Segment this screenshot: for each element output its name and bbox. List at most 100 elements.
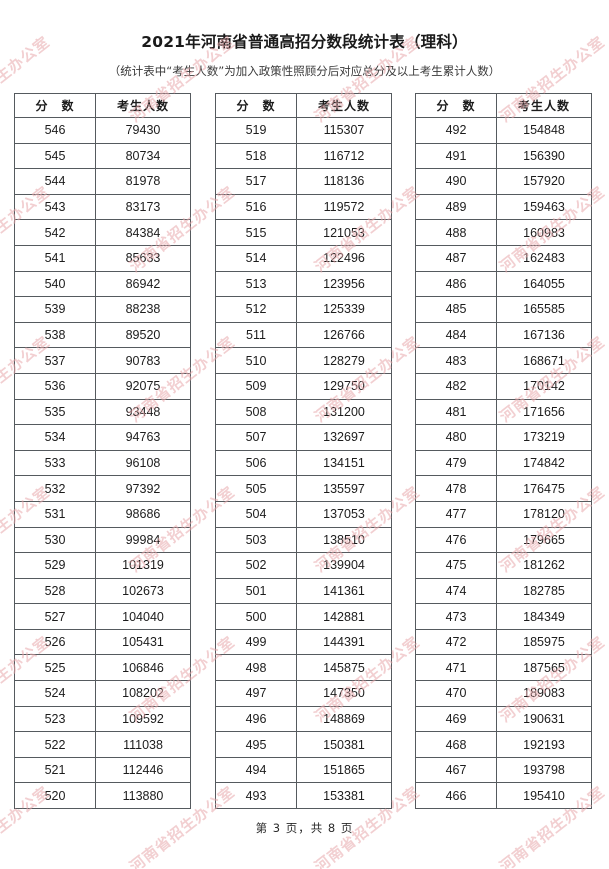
table-row: 546 79430 [14,117,191,144]
cell-count: 137053 [296,500,392,528]
table-row: 497 147350 [215,680,392,707]
cell-score: 492 [415,117,497,144]
cell-count: 160983 [496,219,592,246]
cell-score: 501 [215,577,297,605]
cell-score: 543 [14,193,96,221]
table-row: 482 170142 [415,372,592,400]
cell-score: 509 [215,372,297,400]
table-row: 473 184349 [415,603,592,630]
cell-count: 135597 [296,475,392,502]
table-row: 492 154848 [415,117,592,144]
cell-score: 495 [215,731,297,758]
table-row: 525 106846 [14,654,191,682]
table-row: 485 165585 [415,296,592,323]
cell-count: 108202 [95,680,191,707]
table-row: 474 182785 [415,577,592,605]
cell-count: 129750 [296,372,392,400]
cell-count: 147350 [296,680,392,707]
cell-score: 522 [14,731,96,758]
cell-score: 471 [415,654,497,682]
table-row: 494 151865 [215,756,392,784]
table-row: 500 142881 [215,603,392,630]
cell-count: 109592 [95,705,191,733]
table-row: 515 121053 [215,219,392,246]
cell-count: 138510 [296,526,392,554]
cell-score: 529 [14,552,96,579]
table-row: 531 98686 [14,500,191,528]
table-row: 539 88238 [14,296,191,323]
cell-count: 90783 [95,347,191,374]
cell-count: 113880 [95,782,191,810]
cell-count: 151865 [296,756,392,784]
table-row: 543 83173 [14,193,191,221]
cell-count: 121053 [296,219,392,246]
cell-count: 102673 [95,577,191,605]
cell-count: 86942 [95,270,191,298]
cell-score: 520 [14,782,96,810]
cell-score: 538 [14,321,96,349]
cell-score: 500 [215,603,297,630]
cell-count: 122496 [296,244,392,272]
cell-count: 182785 [496,577,592,605]
page-subtitle: （统计表中“考生人数”为加入政策性照顾分后对应总分及以上考生累计人数） [108,64,501,78]
cell-count: 150381 [296,731,392,758]
cell-score: 540 [14,270,96,298]
table-row: 532 97392 [14,475,191,502]
cell-count: 98686 [95,500,191,528]
cell-score: 490 [415,168,497,195]
table-row: 493 153381 [215,782,392,810]
score-tables-container: 分 数考生人数 546 79430 545 80734 544 81978 543 83173 5… [0,93,609,810]
cell-score: 524 [14,680,96,707]
table-row: 508 131200 [215,398,392,426]
table-row: 511 126766 [215,321,392,349]
cell-score: 489 [415,193,497,221]
table-row: 466 195410 [415,782,592,810]
table-row: 521 112446 [14,756,191,784]
table-row: 486 164055 [415,270,592,298]
cell-count: 142881 [296,603,392,630]
page-footer: 第 3 页，共 8 页 [255,821,354,835]
table-row: 504 137053 [215,500,392,528]
cell-count: 116712 [296,142,392,170]
cell-score: 528 [14,577,96,605]
cell-score: 541 [14,244,96,272]
cell-score: 525 [14,654,96,682]
cell-count: 192193 [496,731,592,758]
cell-score: 468 [415,731,497,758]
cell-score: 491 [415,142,497,170]
table-row: 523 109592 [14,705,191,733]
cell-score: 510 [215,347,297,374]
cell-score: 497 [215,680,297,707]
cell-count: 195410 [496,782,592,810]
table-row: 534 94763 [14,424,191,451]
cell-score: 472 [415,628,497,656]
column-header-count: 考生人数 [496,93,592,118]
table-row: 489 159463 [415,193,592,221]
table-row: 483 168671 [415,347,592,374]
cell-score: 504 [215,500,297,528]
table-row: 478 176475 [415,475,592,502]
table-row: 529 101319 [14,552,191,579]
cell-score: 486 [415,270,497,298]
table-row: 520 113880 [14,782,191,810]
cell-count: 165585 [496,296,592,323]
table-row: 505 135597 [215,475,392,502]
cell-count: 119572 [296,193,392,221]
column-header-score: 分 数 [415,93,497,118]
cell-score: 530 [14,526,96,554]
cell-count: 184349 [496,603,592,630]
cell-count: 106846 [95,654,191,682]
cell-score: 474 [415,577,497,605]
cell-score: 494 [215,756,297,784]
cell-score: 511 [215,321,297,349]
cell-count: 173219 [496,424,592,451]
cell-count: 97392 [95,475,191,502]
table-row: 538 89520 [14,321,191,349]
cell-count: 115307 [296,117,392,144]
table-row: 469 190631 [415,705,592,733]
cell-score: 481 [415,398,497,426]
table-row: 467 193798 [415,756,592,784]
cell-score: 534 [14,424,96,451]
table-row: 472 185975 [415,628,592,656]
cell-score: 470 [415,680,497,707]
